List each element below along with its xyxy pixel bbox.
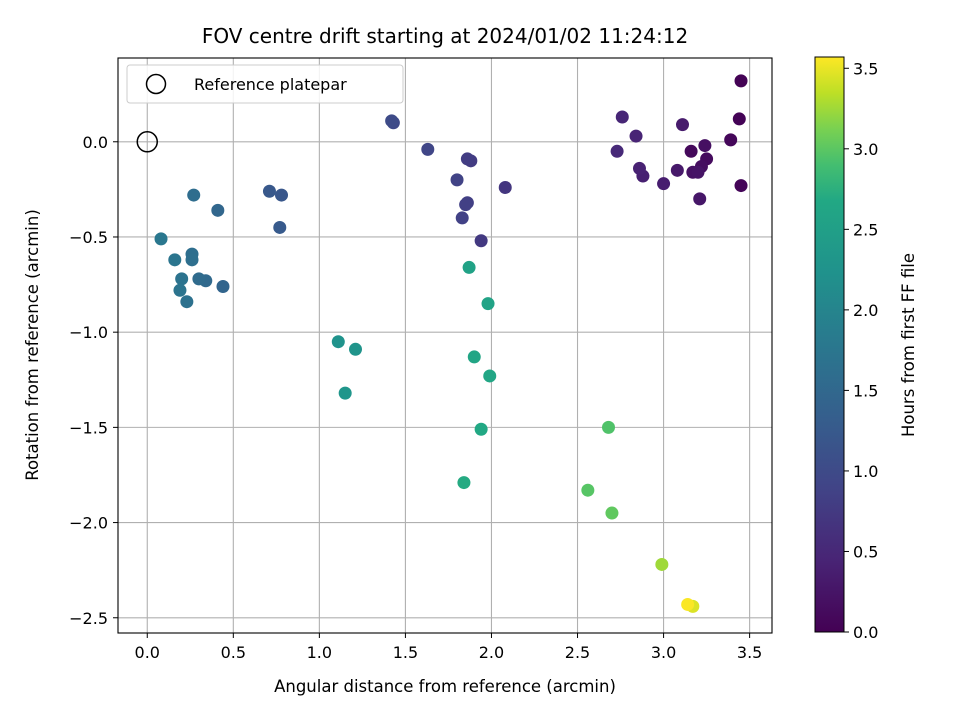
colorbar-tick-label: 2.0 bbox=[853, 301, 878, 320]
scatter-point bbox=[180, 295, 194, 309]
scatter-point bbox=[655, 557, 669, 571]
scatter-point bbox=[275, 188, 288, 202]
colorbar-tick-label: 1.0 bbox=[853, 462, 878, 481]
legend-box bbox=[126, 64, 404, 104]
scatter-point bbox=[421, 142, 435, 156]
scatter-point bbox=[185, 253, 199, 267]
plot-frame bbox=[117, 57, 773, 634]
colorbar-ticks: 0.0 0.5 1.0 1.5 2.0 2.5 3.0 3.5 bbox=[844, 59, 878, 642]
scatter-point bbox=[615, 110, 629, 124]
colorbar-tick-label: 3.5 bbox=[853, 59, 878, 78]
scatter-point bbox=[632, 161, 646, 175]
scatter-point bbox=[734, 179, 748, 193]
scatter-point bbox=[676, 118, 690, 132]
scatter-point bbox=[693, 192, 707, 206]
y-tick-label: −2.0 bbox=[69, 514, 108, 533]
scatter-point bbox=[154, 232, 168, 246]
scatter-point bbox=[273, 220, 287, 234]
scatter-point bbox=[610, 144, 624, 158]
scatter-points bbox=[154, 74, 748, 613]
scatter-point bbox=[684, 144, 698, 158]
scatter-point bbox=[192, 272, 206, 286]
y-tick-label: −1.5 bbox=[69, 418, 108, 437]
scatter-point bbox=[385, 114, 399, 128]
scatter-point bbox=[175, 272, 189, 286]
scatter-point bbox=[602, 420, 615, 434]
x-tick-label: 3.0 bbox=[651, 643, 676, 662]
x-tick-label: 2.5 bbox=[565, 643, 590, 662]
x-tick-label: 0.0 bbox=[135, 643, 160, 662]
chart-title: FOV centre drift starting at 2024/01/02 … bbox=[202, 24, 688, 48]
scatter-point bbox=[732, 112, 746, 126]
scatter-point bbox=[349, 342, 363, 356]
reference-platepar-marker bbox=[136, 131, 159, 153]
scatter-point bbox=[483, 369, 497, 383]
scatter-point bbox=[457, 476, 471, 490]
scatter-point bbox=[691, 165, 705, 179]
x-tick-label: 1.5 bbox=[393, 643, 418, 662]
x-tick-label: 3.5 bbox=[737, 643, 762, 662]
scatter-point bbox=[698, 139, 712, 153]
scatter-point bbox=[481, 297, 495, 311]
scatter-point bbox=[629, 129, 643, 143]
scatter-point bbox=[462, 260, 476, 274]
scatter-point bbox=[173, 283, 187, 297]
scatter-point bbox=[474, 422, 488, 436]
scatter-point bbox=[724, 133, 738, 147]
scatter-point bbox=[460, 152, 474, 166]
y-axis-label: Rotation from reference (arcmin) bbox=[23, 209, 42, 481]
y-tick-label: −1.0 bbox=[69, 323, 108, 342]
y-tick-label: −0.5 bbox=[69, 228, 108, 247]
colorbar-tick-label: 2.5 bbox=[853, 220, 878, 239]
scatter-point bbox=[474, 234, 488, 248]
scatter-point bbox=[459, 198, 473, 212]
x-tick-label: 0.5 bbox=[221, 643, 246, 662]
scatter-point bbox=[168, 253, 182, 267]
colorbar-tick-label: 0.0 bbox=[853, 623, 878, 642]
grid bbox=[118, 58, 772, 633]
x-axis-label: Angular distance from reference (arcmin) bbox=[274, 677, 616, 696]
scatter-point bbox=[262, 184, 276, 198]
colorbar-label: Hours from first FF file bbox=[899, 253, 918, 437]
scatter-point bbox=[211, 203, 225, 217]
y-ticks: 0.0 −0.5 −1.0 −1.5 −2.0 −2.5 bbox=[69, 133, 118, 628]
x-ticks: 0.0 0.5 1.0 1.5 2.0 2.5 3.0 3.5 bbox=[135, 633, 762, 662]
scatter-point bbox=[498, 180, 512, 194]
scatter-point bbox=[734, 74, 748, 88]
colorbar bbox=[814, 56, 845, 633]
legend: Reference platepar bbox=[126, 64, 404, 104]
x-tick-label: 1.0 bbox=[307, 643, 332, 662]
scatter-point bbox=[681, 597, 695, 611]
scatter-point bbox=[670, 163, 684, 177]
x-tick-label: 2.0 bbox=[479, 643, 504, 662]
colorbar-tick-label: 1.5 bbox=[853, 381, 878, 400]
scatter-point bbox=[331, 335, 345, 349]
y-tick-label: −2.5 bbox=[69, 609, 108, 628]
scatter-point bbox=[605, 506, 619, 520]
y-tick-label: 0.0 bbox=[83, 133, 108, 152]
scatter-point bbox=[187, 188, 201, 202]
scatter-point bbox=[338, 386, 352, 400]
scatter-point bbox=[581, 483, 595, 497]
legend-entry-reference-platepar: Reference platepar bbox=[194, 75, 347, 94]
scatter-point bbox=[657, 177, 671, 191]
scatter-point bbox=[467, 350, 481, 364]
colorbar-tick-label: 0.5 bbox=[853, 542, 878, 561]
scatter-point bbox=[216, 279, 230, 293]
legend-reference-marker bbox=[145, 73, 167, 95]
colorbar-tick-label: 3.0 bbox=[853, 140, 878, 159]
scatter-point bbox=[455, 211, 469, 225]
scatter-point bbox=[450, 173, 464, 187]
